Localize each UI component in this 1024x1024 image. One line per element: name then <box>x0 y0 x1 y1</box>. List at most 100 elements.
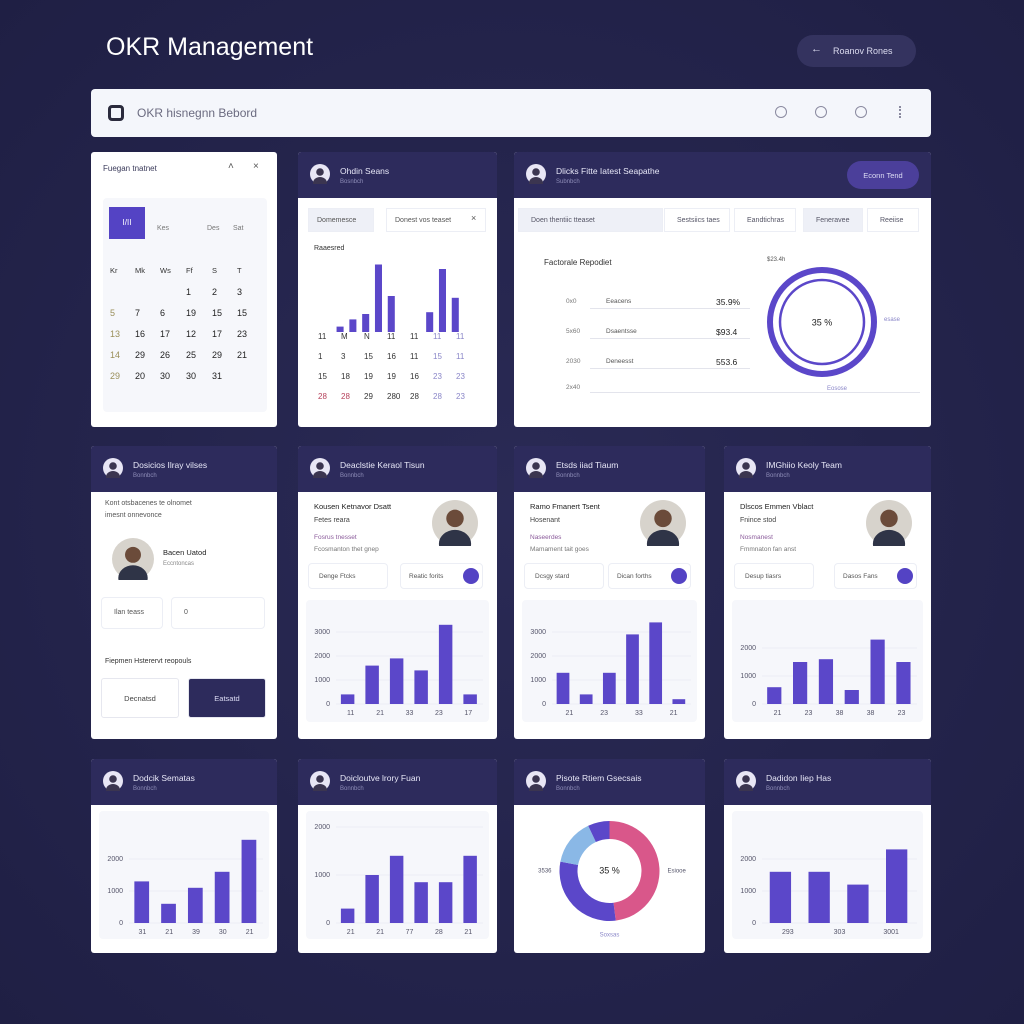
bar <box>870 639 885 704</box>
person-detail: Fmmnaton fan anst <box>740 546 796 553</box>
date[interactable]: 16 <box>135 329 146 339</box>
avatar-head <box>532 775 540 783</box>
toolbar-icon[interactable] <box>815 106 827 118</box>
tab[interactable]: Doen thentiic tteaset <box>518 208 663 232</box>
bar <box>414 882 428 923</box>
chip[interactable]: Dasos Fans <box>834 563 917 589</box>
toolbar-icon[interactable] <box>775 106 787 118</box>
row-value: $93.4 <box>716 327 738 337</box>
tab[interactable]: Eandtichras <box>734 208 796 232</box>
date[interactable]: 26 <box>160 350 171 360</box>
date[interactable]: 15 <box>237 308 248 318</box>
button[interactable]: Decnatsd <box>101 678 179 718</box>
tab[interactable]: Reeiise <box>867 208 919 232</box>
axis-label: 0x0 <box>566 298 577 305</box>
input[interactable]: Ilan teass <box>101 597 163 629</box>
date[interactable]: 15 <box>212 308 223 318</box>
header-button[interactable]: ← Roanov Rones <box>797 35 916 67</box>
grid-number: 15 <box>364 352 373 361</box>
chip[interactable]: Reatic forits <box>400 563 483 589</box>
card-title: Dodcik Sematas <box>133 773 195 783</box>
toolbar-icon[interactable] <box>855 106 867 118</box>
chip-icon <box>671 568 687 584</box>
chip[interactable]: Dican forths <box>608 563 691 589</box>
donut-center: 35 % <box>812 317 833 327</box>
date[interactable]: 21 <box>237 350 248 360</box>
toolbar-icon[interactable] <box>899 106 901 118</box>
x-tick-label: 21 <box>376 929 384 936</box>
date[interactable]: 30 <box>186 371 197 381</box>
date[interactable]: 17 <box>160 329 171 339</box>
grid-number: 19 <box>364 372 373 381</box>
date[interactable]: 14 <box>110 350 121 360</box>
date[interactable]: 29 <box>212 350 223 360</box>
date[interactable]: 29 <box>135 350 146 360</box>
bar <box>808 871 830 923</box>
button[interactable]: Eatsatd <box>188 678 266 718</box>
date[interactable]: 7 <box>135 308 141 318</box>
date[interactable]: 5 <box>110 308 116 318</box>
chip[interactable]: Desup tiasrs <box>734 563 814 589</box>
chip[interactable]: Denge Ftcks <box>308 563 388 589</box>
grid-number: 15 <box>433 352 442 361</box>
tab[interactable]: Sestsiics taes <box>664 208 730 232</box>
close-icon[interactable]: × <box>253 161 259 172</box>
input[interactable]: 0 <box>171 597 265 629</box>
card: Fuegan tnatnet ˄ × I/II Kes Des Sat Kr Mk Ws Ff S T 1… <box>91 152 277 427</box>
date[interactable]: 13 <box>110 329 121 339</box>
date[interactable]: 2 <box>212 287 218 297</box>
x-tick-label: 23 <box>600 710 608 717</box>
x-tick-label: 23 <box>898 710 906 717</box>
panel: 0 1000 2000 3000 21 23 33 21 <box>522 600 697 722</box>
chart: 0 1000 2000 31 21 39 30 21 <box>107 839 263 936</box>
chip[interactable]: Dcsgy stard <box>524 563 604 589</box>
date[interactable]: 23 <box>237 329 248 339</box>
bar <box>672 699 686 704</box>
bar <box>161 903 176 923</box>
date[interactable]: 1 <box>186 287 192 297</box>
y-tick-label: 3000 <box>530 629 546 636</box>
avatar-body <box>106 471 120 478</box>
date[interactable]: 19 <box>186 308 197 318</box>
date[interactable]: 17 <box>212 329 223 339</box>
avatar-head <box>446 509 464 528</box>
grid-number: 11 <box>456 332 465 341</box>
avatar-head <box>532 462 540 470</box>
grid-number: 3 <box>341 352 346 361</box>
date[interactable]: 29 <box>110 371 121 381</box>
collapse-icon[interactable]: ˄ <box>228 161 234 172</box>
card-subtitle: Bonnbch <box>133 473 157 479</box>
chart <box>310 458 330 478</box>
close-icon[interactable]: × <box>471 213 477 223</box>
date[interactable]: 12 <box>186 329 197 339</box>
search-bar[interactable]: OKR hisnegnn Bebord <box>91 89 931 137</box>
avatar-head <box>654 509 672 528</box>
date[interactable]: 20 <box>135 371 146 381</box>
donut-center: 35 % <box>599 865 620 875</box>
date[interactable]: 25 <box>186 350 197 360</box>
date[interactable]: 30 <box>160 371 171 381</box>
y-tick-label: 0 <box>326 920 330 927</box>
tab[interactable]: Domemesce <box>308 208 374 232</box>
month-box[interactable]: I/II <box>109 207 145 239</box>
day-label: Kes <box>157 225 170 232</box>
date[interactable]: 3 <box>237 287 243 297</box>
date[interactable]: 31 <box>212 371 223 381</box>
arrow-icon: ← <box>811 43 822 55</box>
avatar-head <box>109 462 117 470</box>
chart: 0 1000 2000 293 303 3001 <box>740 849 917 936</box>
avatar-body <box>872 529 906 546</box>
grid-number: 23 <box>433 372 442 381</box>
grid-number: 23 <box>456 392 465 401</box>
date[interactable]: 6 <box>160 308 166 318</box>
bar <box>336 326 344 332</box>
tab[interactable]: Feneravee <box>803 208 863 232</box>
bar <box>389 855 404 923</box>
row-label: Deneesst <box>606 358 634 365</box>
x-tick-label: 33 <box>635 710 643 717</box>
header-button[interactable]: Econn Tend <box>847 161 919 189</box>
card: Etsds iiad Tiaum Bonnbch Ramo Fmanert Tsen… <box>514 446 705 739</box>
axis-label: 5x60 <box>566 328 581 335</box>
tab[interactable]: Donest vos teaset <box>386 208 486 232</box>
bar <box>438 269 446 332</box>
